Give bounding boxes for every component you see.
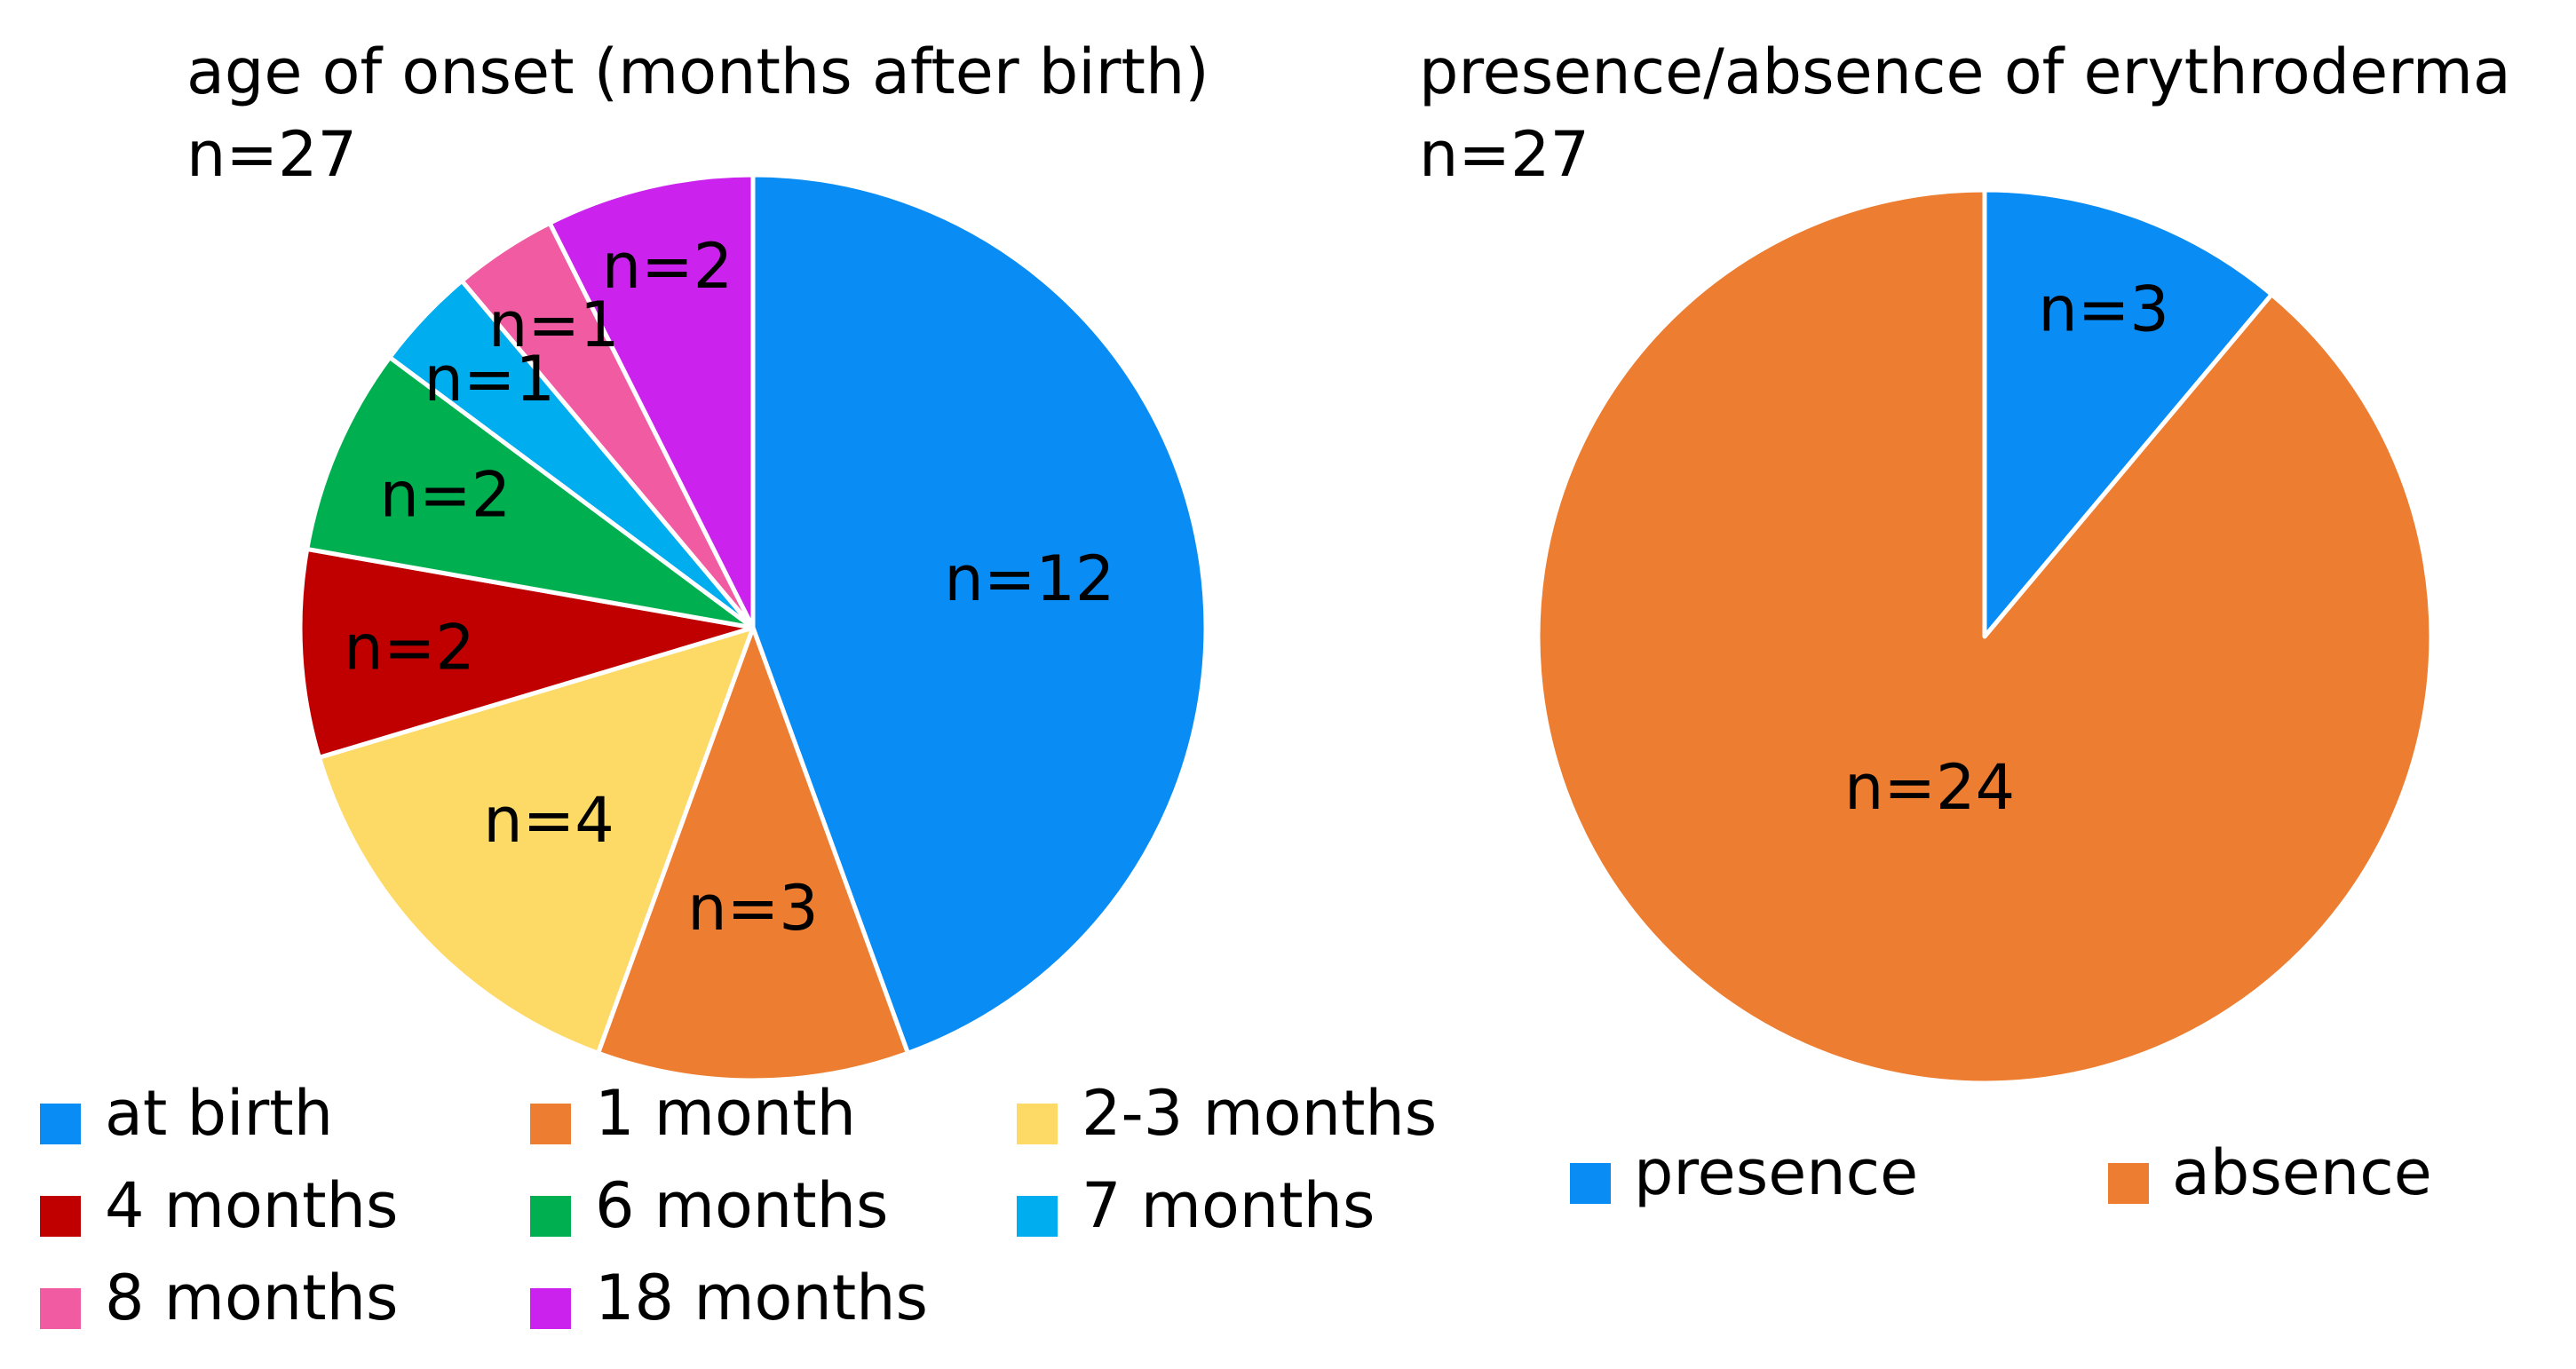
legend-item-7-months: 7 months	[1017, 1169, 1375, 1242]
pie-slice-1-month	[596, 625, 910, 1083]
legend-item-6-months: 6 months	[530, 1169, 888, 1242]
chart1-legend: at birth 1 month 2-3 months 4 months 6 m…	[40, 1077, 1437, 1334]
pie-slice-presence	[1982, 187, 2274, 639]
legend-item-8-months: 8 months	[40, 1262, 398, 1334]
pie-slice-4-months	[297, 546, 756, 760]
legend-label-1-month: 1 month	[595, 1077, 856, 1150]
legend-label-8-months: 8 months	[105, 1262, 398, 1334]
pie-slice-absence	[1535, 187, 2434, 1086]
data-label-1-month: n=3	[687, 872, 819, 945]
chart2-data-labels: n=3 n=24	[1844, 273, 2169, 824]
legend-item-2-3-months: 2-3 months	[1017, 1077, 1437, 1150]
data-label-7-months: n=1	[424, 343, 555, 415]
pie-slice-18-months	[547, 172, 756, 630]
legend-swatch-7-months	[1017, 1196, 1058, 1237]
data-label-18-months: n=2	[602, 230, 733, 303]
legend-item-at-birth: at birth	[40, 1077, 333, 1150]
legend-label-2-3-months: 2-3 months	[1082, 1077, 1437, 1150]
legend-swatch-6-months	[530, 1196, 571, 1237]
chart2-slices	[1535, 187, 2434, 1086]
legend-label-at-birth: at birth	[105, 1077, 333, 1150]
legend-label-7-months: 7 months	[1082, 1169, 1375, 1242]
data-label-4-months: n=2	[344, 612, 475, 684]
data-label-8-months: n=1	[488, 289, 620, 361]
legend-swatch-1-month	[530, 1104, 571, 1144]
legend-item-presence: presence	[1570, 1136, 1918, 1209]
legend-item-1-month: 1 month	[530, 1077, 856, 1150]
legend-swatch-8-months	[40, 1288, 81, 1329]
chart-age-of-onset: age of onset (months after birth) n=27 n…	[40, 36, 1437, 1334]
legend-item-absence: absence	[2108, 1136, 2432, 1209]
chart-erythroderma: presence/absence of erythroderma n=27 n=…	[1419, 36, 2511, 1209]
pie-slice-at-birth	[750, 172, 1209, 1056]
legend-label-presence: presence	[1634, 1136, 1918, 1209]
legend-swatch-4-months	[40, 1196, 81, 1237]
legend-label-absence: absence	[2172, 1136, 2432, 1209]
chart1-subtitle: n=27	[186, 118, 357, 191]
legend-item-4-months: 4 months	[40, 1169, 398, 1242]
chart2-title: presence/absence of erythroderma	[1419, 36, 2511, 108]
chart1-slices	[297, 172, 1209, 1083]
legend-swatch-absence	[2108, 1163, 2149, 1204]
data-label-absence: n=24	[1844, 751, 2015, 824]
legend-swatch-at-birth	[40, 1104, 81, 1144]
chart2-subtitle: n=27	[1419, 118, 1589, 191]
legend-item-18-months: 18 months	[530, 1262, 928, 1334]
data-label-2-3-months: n=4	[483, 784, 614, 857]
chart1-data-labels: n=12n=3n=4n=2n=2n=1n=1n=2	[344, 230, 1114, 945]
legend-label-18-months: 18 months	[595, 1262, 928, 1334]
legend-swatch-presence	[1570, 1163, 1611, 1204]
legend-label-6-months: 6 months	[595, 1169, 888, 1242]
chart2-legend: presence absence	[1570, 1136, 2432, 1209]
legend-swatch-2-3-months	[1017, 1104, 1058, 1144]
legend-label-4-months: 4 months	[105, 1169, 398, 1242]
legend-swatch-18-months	[530, 1288, 571, 1329]
pie-slice-2-3-months	[316, 625, 756, 1056]
chart1-title: age of onset (months after birth)	[186, 36, 1209, 108]
data-label-6-months: n=2	[380, 459, 511, 532]
data-label-at-birth: n=12	[944, 542, 1114, 615]
data-label-presence: n=3	[2038, 273, 2169, 345]
pie-slice-6-months	[305, 354, 756, 630]
